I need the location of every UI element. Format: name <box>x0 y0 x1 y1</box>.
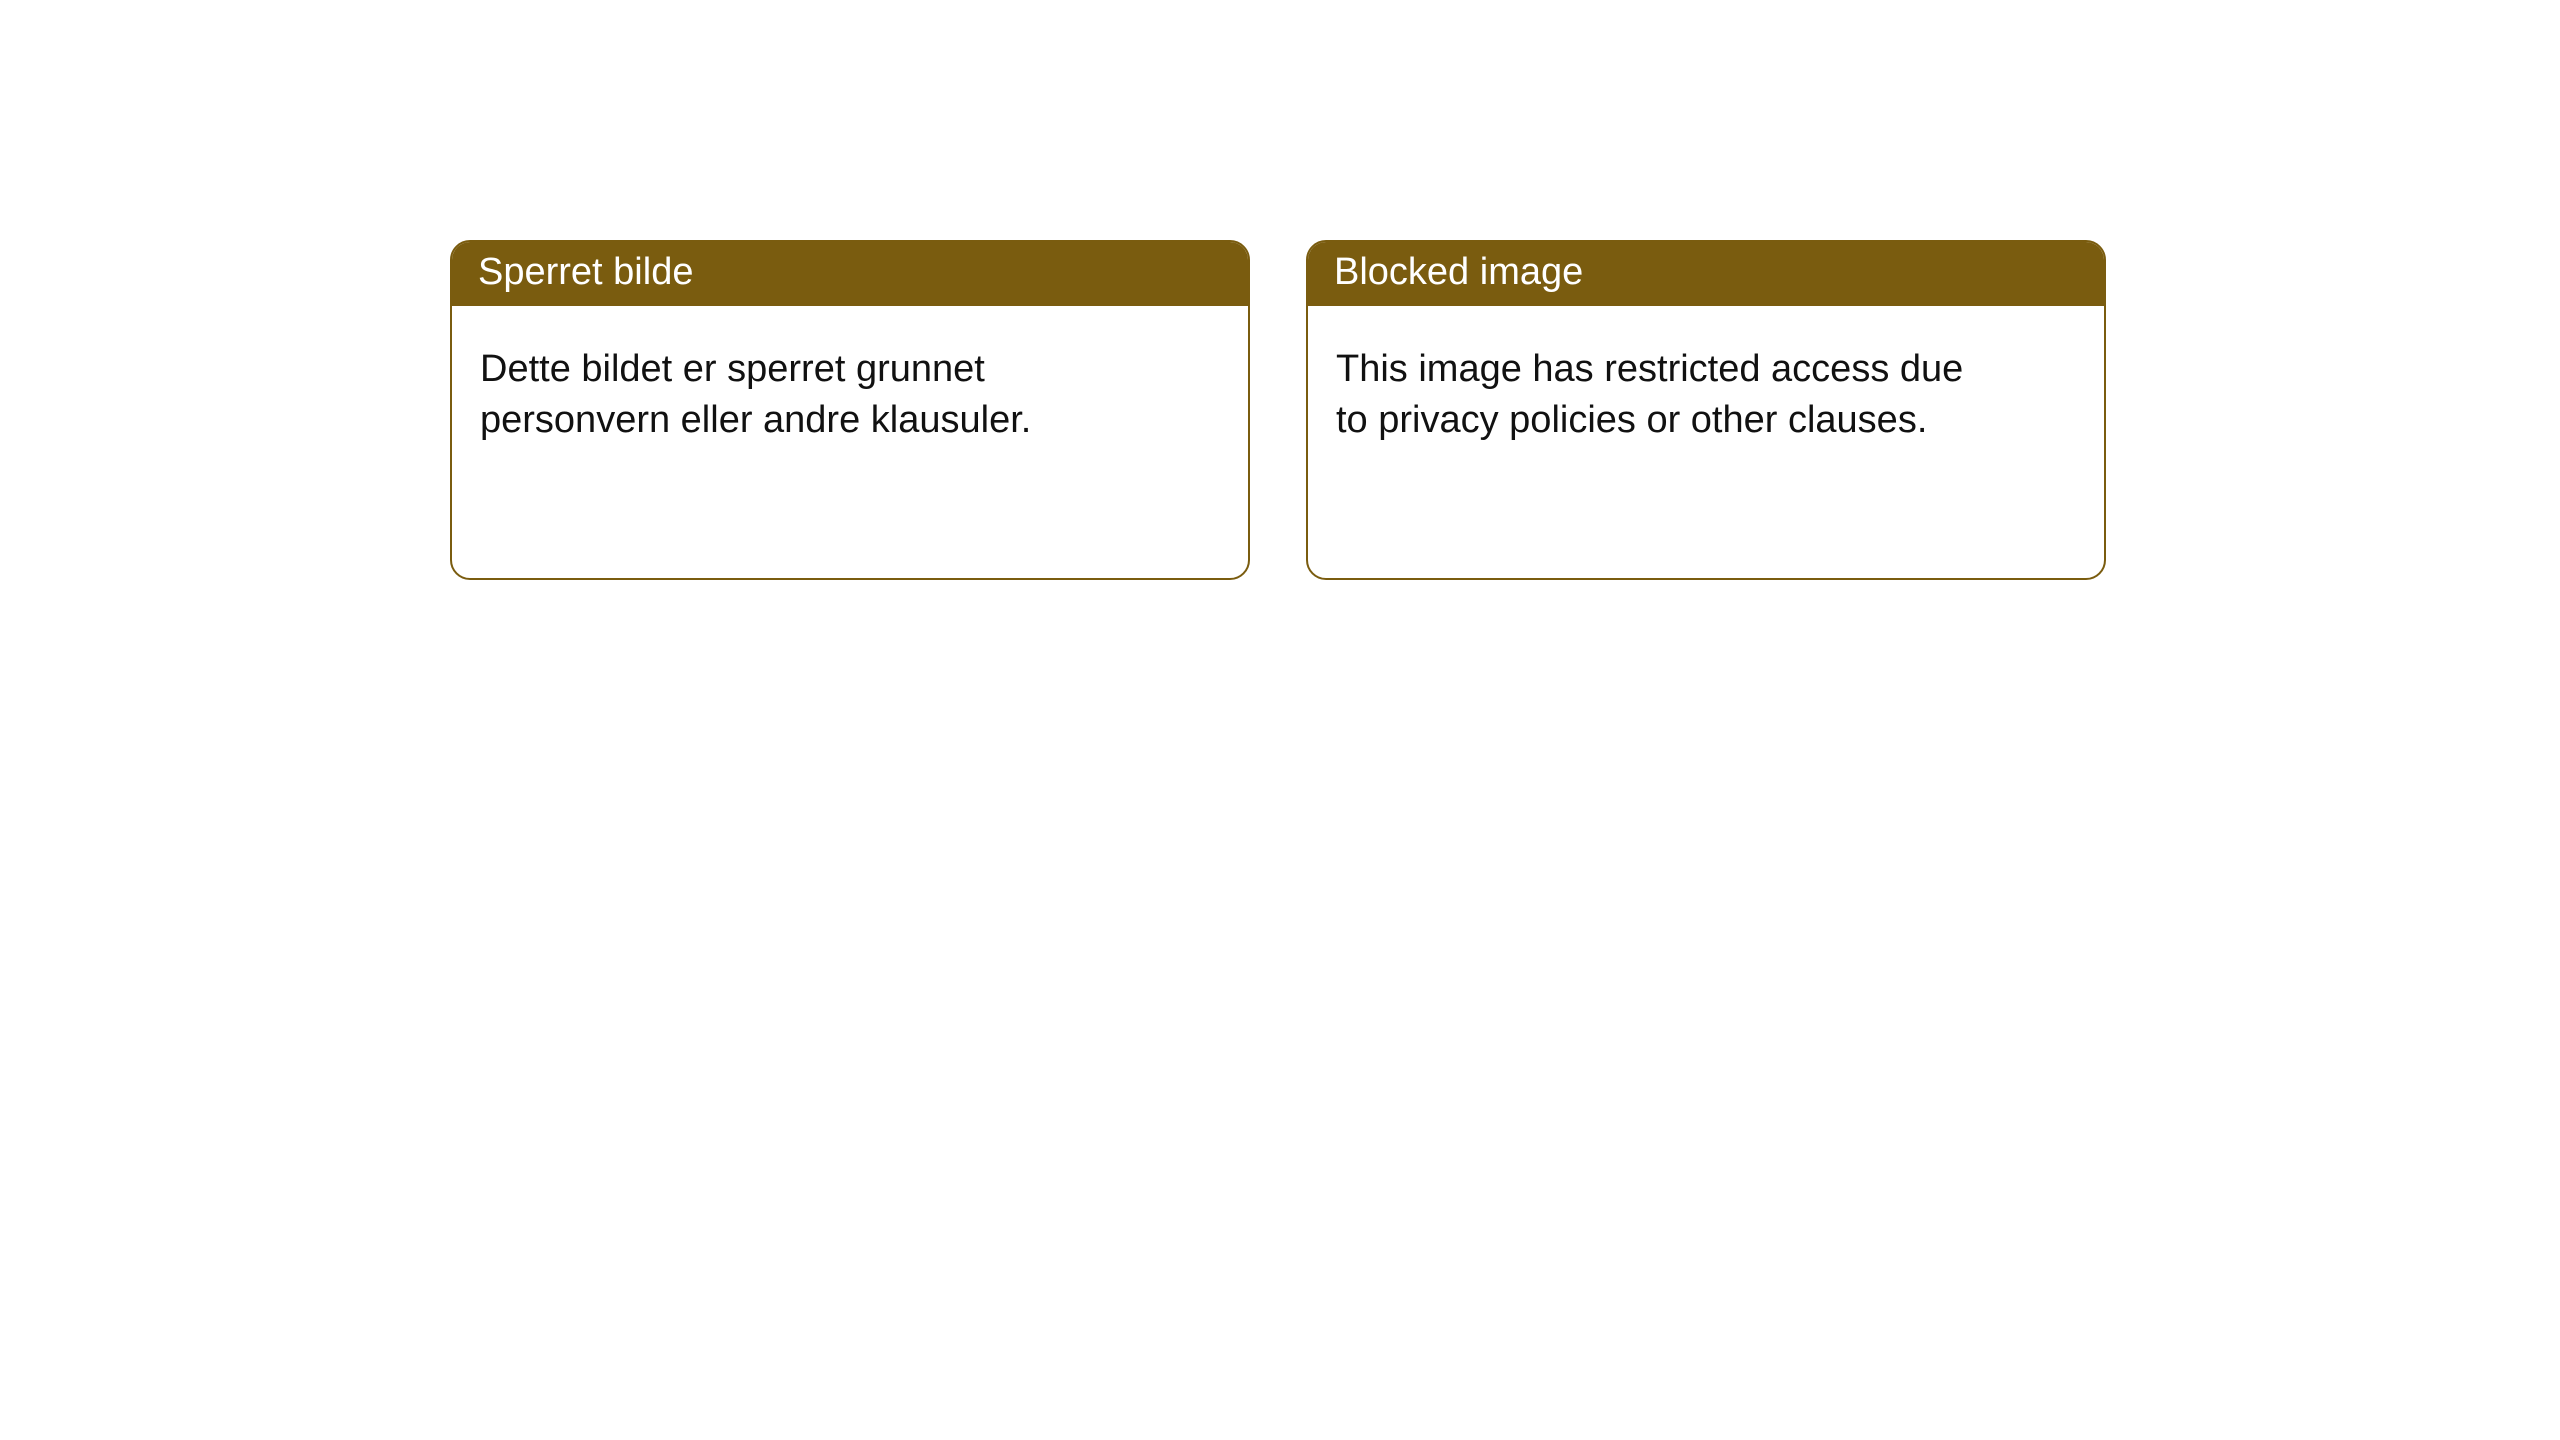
card-title: Sperret bilde <box>452 242 1248 306</box>
card-body: This image has restricted access due to … <box>1308 306 2008 475</box>
card-body: Dette bildet er sperret grunnet personve… <box>452 306 1152 475</box>
card-title: Blocked image <box>1308 242 2104 306</box>
blocked-image-card-english: Blocked image This image has restricted … <box>1306 240 2106 580</box>
blocked-image-card-norwegian: Sperret bilde Dette bildet er sperret gr… <box>450 240 1250 580</box>
notice-container: Sperret bilde Dette bildet er sperret gr… <box>0 0 2560 580</box>
